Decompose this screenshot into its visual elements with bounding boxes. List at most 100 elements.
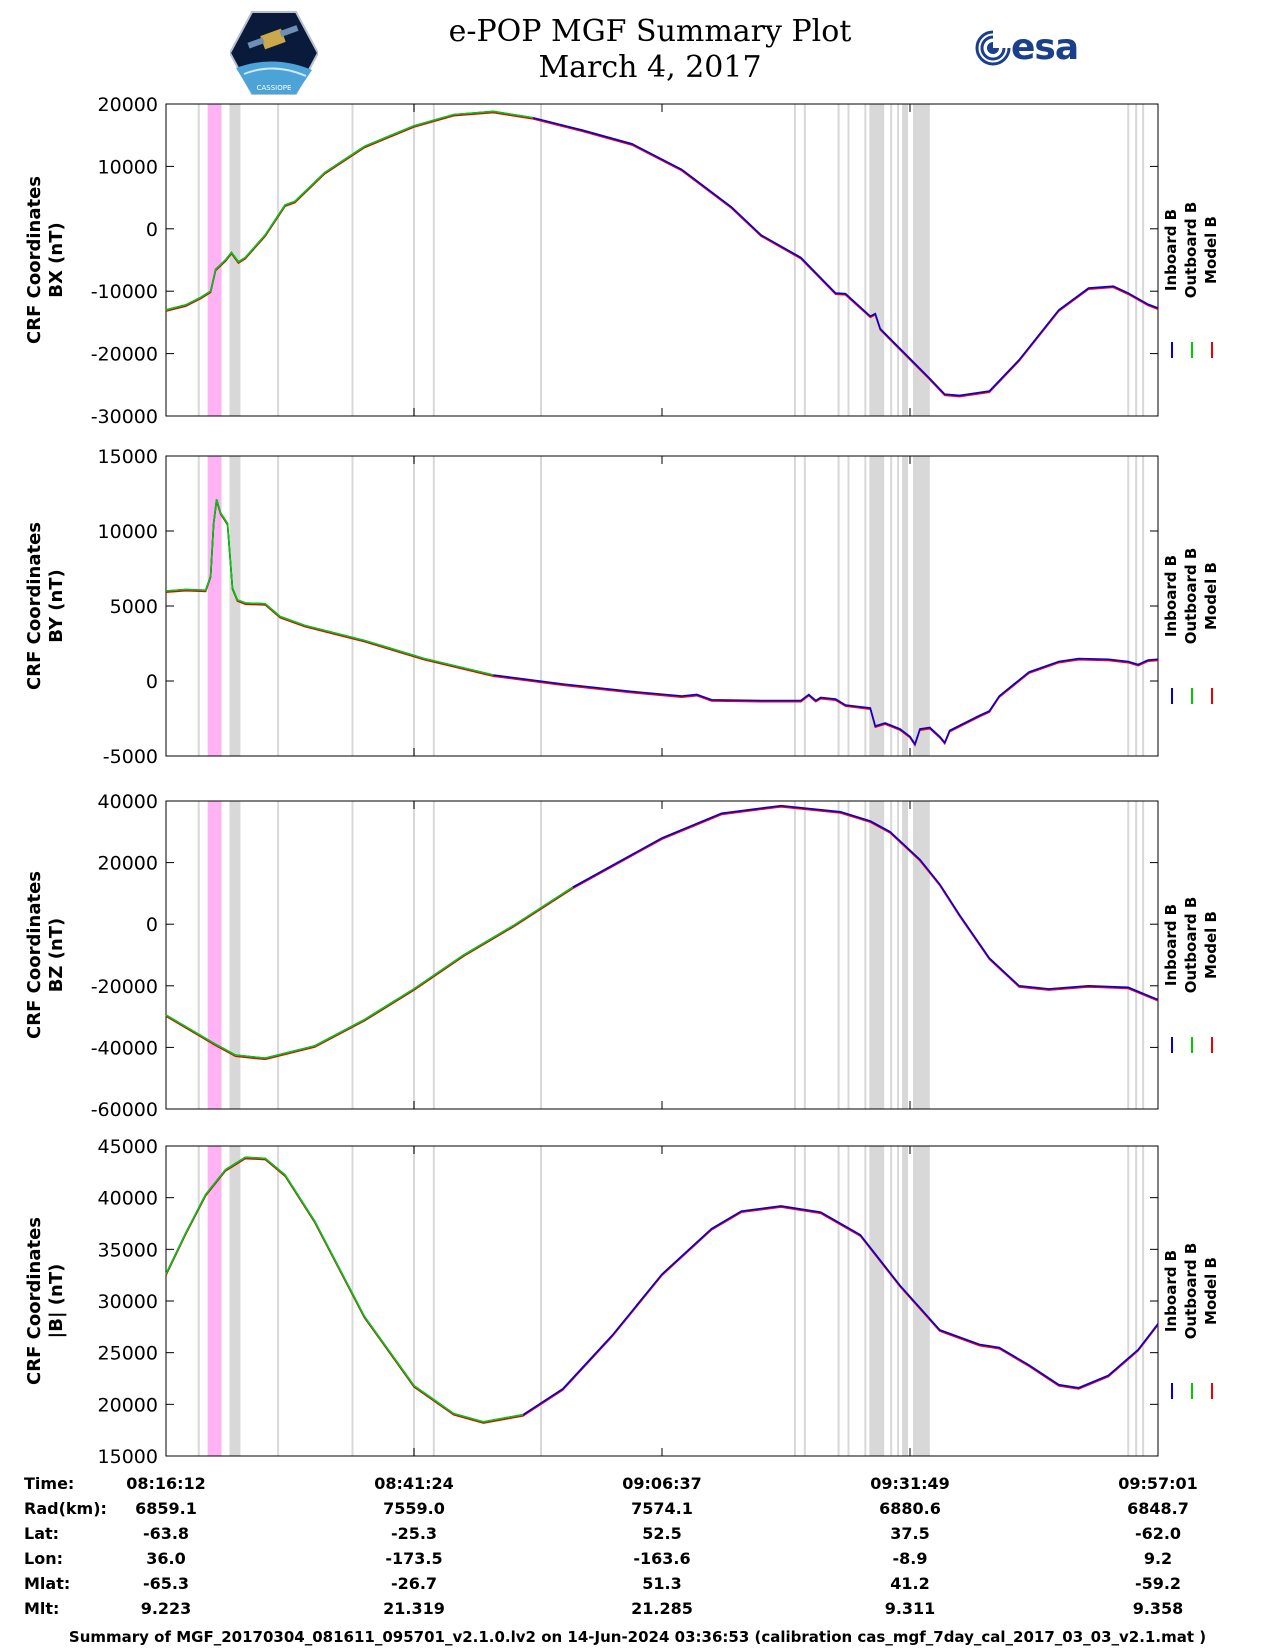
table-cell: -173.5 xyxy=(385,1549,442,1568)
y-tick-label: 0 xyxy=(146,671,158,693)
gray-band xyxy=(803,801,806,1109)
gray-band xyxy=(1142,104,1145,416)
y-axis-label-line1: CRF Coordinates xyxy=(24,871,45,1039)
gray-band xyxy=(229,456,241,756)
gray-band xyxy=(539,104,542,416)
table-cell: 9.223 xyxy=(141,1599,192,1618)
gray-band xyxy=(837,104,840,416)
gray-band xyxy=(197,1146,200,1456)
gray-band xyxy=(432,1146,435,1456)
gray-band xyxy=(1127,456,1130,756)
x-tick-label: 08:16:12 xyxy=(126,1474,206,1493)
table-cell: -63.8 xyxy=(143,1524,189,1543)
gray-band xyxy=(1142,801,1145,1109)
gray-band xyxy=(890,104,893,416)
table-row-label: Lat: xyxy=(24,1524,59,1543)
y-axis-label-line1: CRF Coordinates xyxy=(24,522,45,690)
x-tick-label: 08:41:24 xyxy=(374,1474,454,1493)
pink-band xyxy=(207,456,222,756)
table-row-label: Time: xyxy=(24,1474,74,1493)
table-cell: 9.311 xyxy=(885,1599,936,1618)
gray-band xyxy=(413,1146,415,1456)
gray-band xyxy=(902,1146,909,1456)
gray-band xyxy=(197,456,200,756)
y-tick-label: 15000 xyxy=(98,446,158,468)
gray-band xyxy=(277,1146,280,1456)
gray-band xyxy=(912,456,930,756)
x-tick-label: 09:06:37 xyxy=(622,1474,702,1493)
gray-band xyxy=(864,456,867,756)
y-tick-label: -5000 xyxy=(103,746,158,768)
y-tick-label: 45000 xyxy=(98,1136,158,1158)
y-tick-label: 20000 xyxy=(98,853,158,875)
gray-band xyxy=(1127,801,1130,1109)
y-axis-label: CRF CoordinatesBZ (nT) xyxy=(24,871,67,1039)
y-tick-label: 10000 xyxy=(98,156,158,178)
gray-band xyxy=(432,456,435,756)
model-b-series xyxy=(165,1157,1159,1424)
y-axis-label-line1: CRF Coordinates xyxy=(24,1217,45,1385)
gray-band xyxy=(351,801,354,1109)
inboard-b-series xyxy=(572,804,1159,1001)
gray-band xyxy=(897,801,900,1109)
inboard-b-series xyxy=(522,1205,1159,1416)
legend-label: Model B xyxy=(1202,216,1220,284)
pink-band xyxy=(207,801,222,1109)
gray-band xyxy=(793,456,796,756)
gray-band xyxy=(539,801,542,1109)
legend-label: Inboard B xyxy=(1162,904,1180,986)
plot-frame xyxy=(165,800,1159,1110)
model-b-series xyxy=(165,500,1159,747)
pink-band xyxy=(207,1146,222,1456)
gray-band xyxy=(197,104,200,416)
gray-band xyxy=(912,801,930,1109)
y-axis-label-line2: BX (nT) xyxy=(46,222,67,297)
legend-label: Model B xyxy=(1202,911,1220,979)
gray-band xyxy=(902,801,909,1109)
gray-band xyxy=(1135,1146,1138,1456)
gray-band xyxy=(1135,801,1138,1109)
title-block: e-POP MGF Summary Plot March 4, 2017 xyxy=(400,14,900,86)
gray-band xyxy=(432,801,435,1109)
y-axis-label-line1: CRF Coordinates xyxy=(24,176,45,344)
gray-band xyxy=(793,1146,796,1456)
gray-band xyxy=(277,801,280,1109)
gray-band xyxy=(351,1146,354,1456)
gray-band xyxy=(432,104,435,416)
y-tick-label: -30000 xyxy=(91,406,158,428)
table-cell: 7574.1 xyxy=(631,1499,693,1518)
legend-label: Model B xyxy=(1202,1257,1220,1325)
gray-band xyxy=(1135,104,1138,416)
table-cell: 21.319 xyxy=(383,1599,445,1618)
y-tick-label: 10000 xyxy=(98,521,158,543)
cassiope-caption: CASSIOPE xyxy=(257,84,292,92)
y-axis-label-line2: BY (nT) xyxy=(46,569,67,643)
legend-label: Model B xyxy=(1202,562,1220,630)
gray-band xyxy=(902,456,909,756)
y-tick-label: 30000 xyxy=(98,1291,158,1313)
y-tick-label: 20000 xyxy=(98,1394,158,1416)
panel-bx: 20000 10000 0 -10000 -20000 -30000 CRF Coordin… xyxy=(24,94,1220,428)
legend-label: Outboard B xyxy=(1182,202,1200,299)
y-axis-label-line2: BZ (nT) xyxy=(46,918,67,993)
table-cell: 51.3 xyxy=(642,1574,681,1593)
y-axis-label: CRF CoordinatesBX (nT) xyxy=(24,176,67,344)
gray-band xyxy=(539,456,542,756)
gray-band xyxy=(847,1146,850,1456)
y-tick-label: 5000 xyxy=(110,596,158,618)
gray-band xyxy=(793,104,796,416)
plot-frame xyxy=(165,455,1159,757)
table-cell: 6848.7 xyxy=(1127,1499,1189,1518)
y-tick-label: 0 xyxy=(146,219,158,241)
gray-band xyxy=(837,801,840,1109)
panel-bmag: 45000 40000 35000 30000 25000 20000 15000 CRF C… xyxy=(24,1136,1220,1468)
gray-band xyxy=(847,801,850,1109)
table-cell: 9.358 xyxy=(1133,1599,1184,1618)
gray-band xyxy=(229,104,241,416)
legend-label: Inboard B xyxy=(1162,1250,1180,1332)
table-cell: 41.2 xyxy=(890,1574,929,1593)
outboard-b-series xyxy=(165,1156,524,1423)
gray-band xyxy=(1127,1146,1130,1456)
table-cell: 7559.0 xyxy=(383,1499,445,1518)
